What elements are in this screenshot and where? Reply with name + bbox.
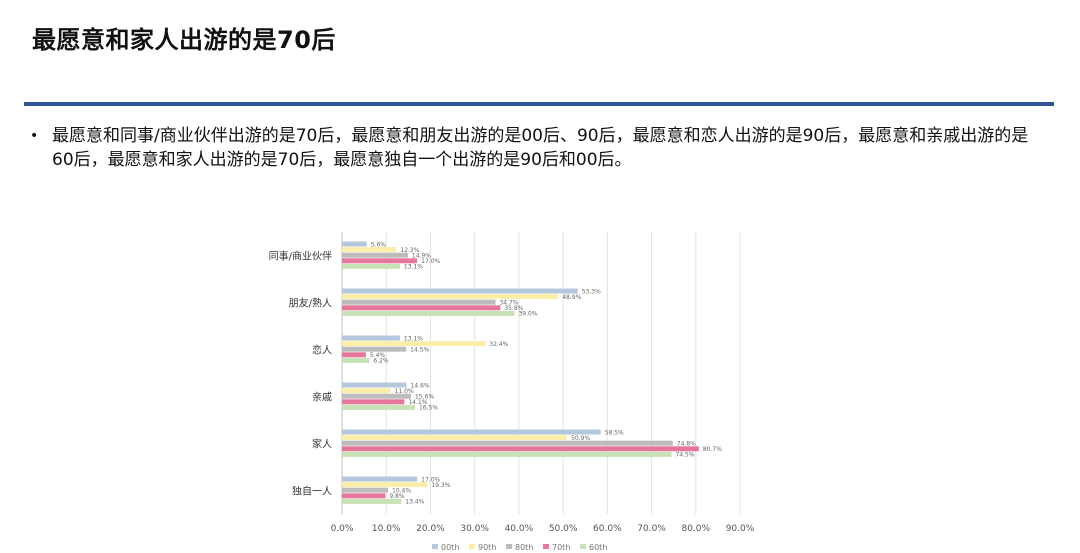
bar xyxy=(342,382,407,388)
category-label: 家人 xyxy=(312,438,332,451)
x-tick-label: 80.0% xyxy=(681,524,710,534)
bar xyxy=(342,482,428,488)
bar xyxy=(342,451,672,457)
data-label: 14.6% xyxy=(411,382,430,389)
bar xyxy=(342,341,486,347)
bar xyxy=(342,435,568,441)
data-label: 80.7% xyxy=(703,446,722,453)
bar xyxy=(342,247,397,253)
data-label: 39.0% xyxy=(518,311,537,318)
bar xyxy=(342,294,559,300)
bar xyxy=(342,388,391,394)
data-label: 14.9% xyxy=(412,253,431,260)
bar xyxy=(342,357,370,363)
bar xyxy=(342,310,515,316)
bar xyxy=(342,258,418,264)
data-label: 15.6% xyxy=(415,394,434,401)
data-label: 17.0% xyxy=(421,476,440,483)
data-label: 13.1% xyxy=(404,264,423,271)
bullet-text: 最愿意和同事/商业伙伴出游的是70后，最愿意和朋友出游的是00后、90后，最愿意… xyxy=(52,126,1029,170)
legend-swatch xyxy=(580,544,586,549)
data-label: 14.1% xyxy=(408,399,427,406)
data-label: 50.9% xyxy=(571,435,590,442)
x-tick-label: 90.0% xyxy=(726,524,755,534)
legend-swatch xyxy=(432,544,438,549)
x-tick-label: 50.0% xyxy=(549,524,578,534)
data-label: 74.5% xyxy=(675,452,694,459)
data-label: 10.4% xyxy=(392,488,411,495)
legend-swatch xyxy=(506,544,512,549)
legend-label: 70th xyxy=(552,543,570,552)
bar xyxy=(342,429,601,435)
legend-label: 00th xyxy=(441,543,459,552)
x-tick-label: 60.0% xyxy=(593,524,622,534)
category-label: 同事/商业伙伴 xyxy=(269,250,332,263)
bar xyxy=(342,404,415,410)
data-label: 19.3% xyxy=(431,482,450,489)
bar xyxy=(342,476,418,482)
bullet-point: • 最愿意和同事/商业伙伴出游的是70后，最愿意和朋友出游的是00后、90后，最… xyxy=(30,124,1040,172)
category-label: 亲戚 xyxy=(312,391,332,404)
bar xyxy=(342,399,405,405)
data-label: 16.5% xyxy=(419,405,438,412)
legend-swatch xyxy=(543,544,549,549)
bar xyxy=(342,263,400,269)
category-label: 独自一人 xyxy=(292,485,332,498)
data-label: 5.4% xyxy=(370,352,386,359)
x-tick-label: 30.0% xyxy=(460,524,489,534)
bar xyxy=(342,393,411,399)
data-label: 13.4% xyxy=(405,499,424,506)
category-label: 恋人 xyxy=(312,344,332,357)
x-tick-label: 0.0% xyxy=(331,524,354,534)
slide-title: 最愿意和家人出游的是70后 xyxy=(32,26,336,54)
legend-label: 80th xyxy=(515,543,533,552)
data-label: 6.2% xyxy=(373,358,389,365)
data-label: 34.7% xyxy=(499,300,518,307)
data-label: 35.8% xyxy=(504,305,523,312)
x-tick-label: 10.0% xyxy=(372,524,401,534)
bar xyxy=(342,299,496,305)
data-label: 12.3% xyxy=(400,247,419,254)
data-label: 9.8% xyxy=(389,493,405,500)
bar xyxy=(342,446,699,452)
legend-label: 90th xyxy=(478,543,496,552)
x-tick-label: 40.0% xyxy=(505,524,534,534)
bar xyxy=(342,440,673,446)
data-label: 58.5% xyxy=(605,429,624,436)
bar xyxy=(342,352,366,358)
data-label: 32.4% xyxy=(489,341,508,348)
bar xyxy=(342,241,367,247)
bar xyxy=(342,252,408,258)
data-label: 48.9% xyxy=(562,294,581,301)
data-label: 74.8% xyxy=(677,441,696,448)
title-divider xyxy=(24,102,1054,106)
bar xyxy=(342,493,386,499)
bar xyxy=(342,288,578,294)
bar xyxy=(342,487,388,493)
legend-swatch xyxy=(469,544,475,549)
category-label: 朋友/熟人 xyxy=(289,297,332,310)
bar xyxy=(342,498,402,504)
bullet-dot-icon: • xyxy=(30,128,39,144)
data-label: 53.3% xyxy=(582,288,601,295)
x-tick-label: 20.0% xyxy=(416,524,445,534)
bar xyxy=(342,346,407,352)
data-label: 11.0% xyxy=(395,388,414,395)
legend-label: 60th xyxy=(589,543,607,552)
bar xyxy=(342,335,400,341)
data-label: 17.0% xyxy=(421,258,440,265)
data-label: 13.1% xyxy=(404,335,423,342)
bar xyxy=(342,305,501,311)
data-label: 5.6% xyxy=(371,241,387,248)
data-label: 14.5% xyxy=(410,347,429,354)
x-tick-label: 70.0% xyxy=(637,524,666,534)
